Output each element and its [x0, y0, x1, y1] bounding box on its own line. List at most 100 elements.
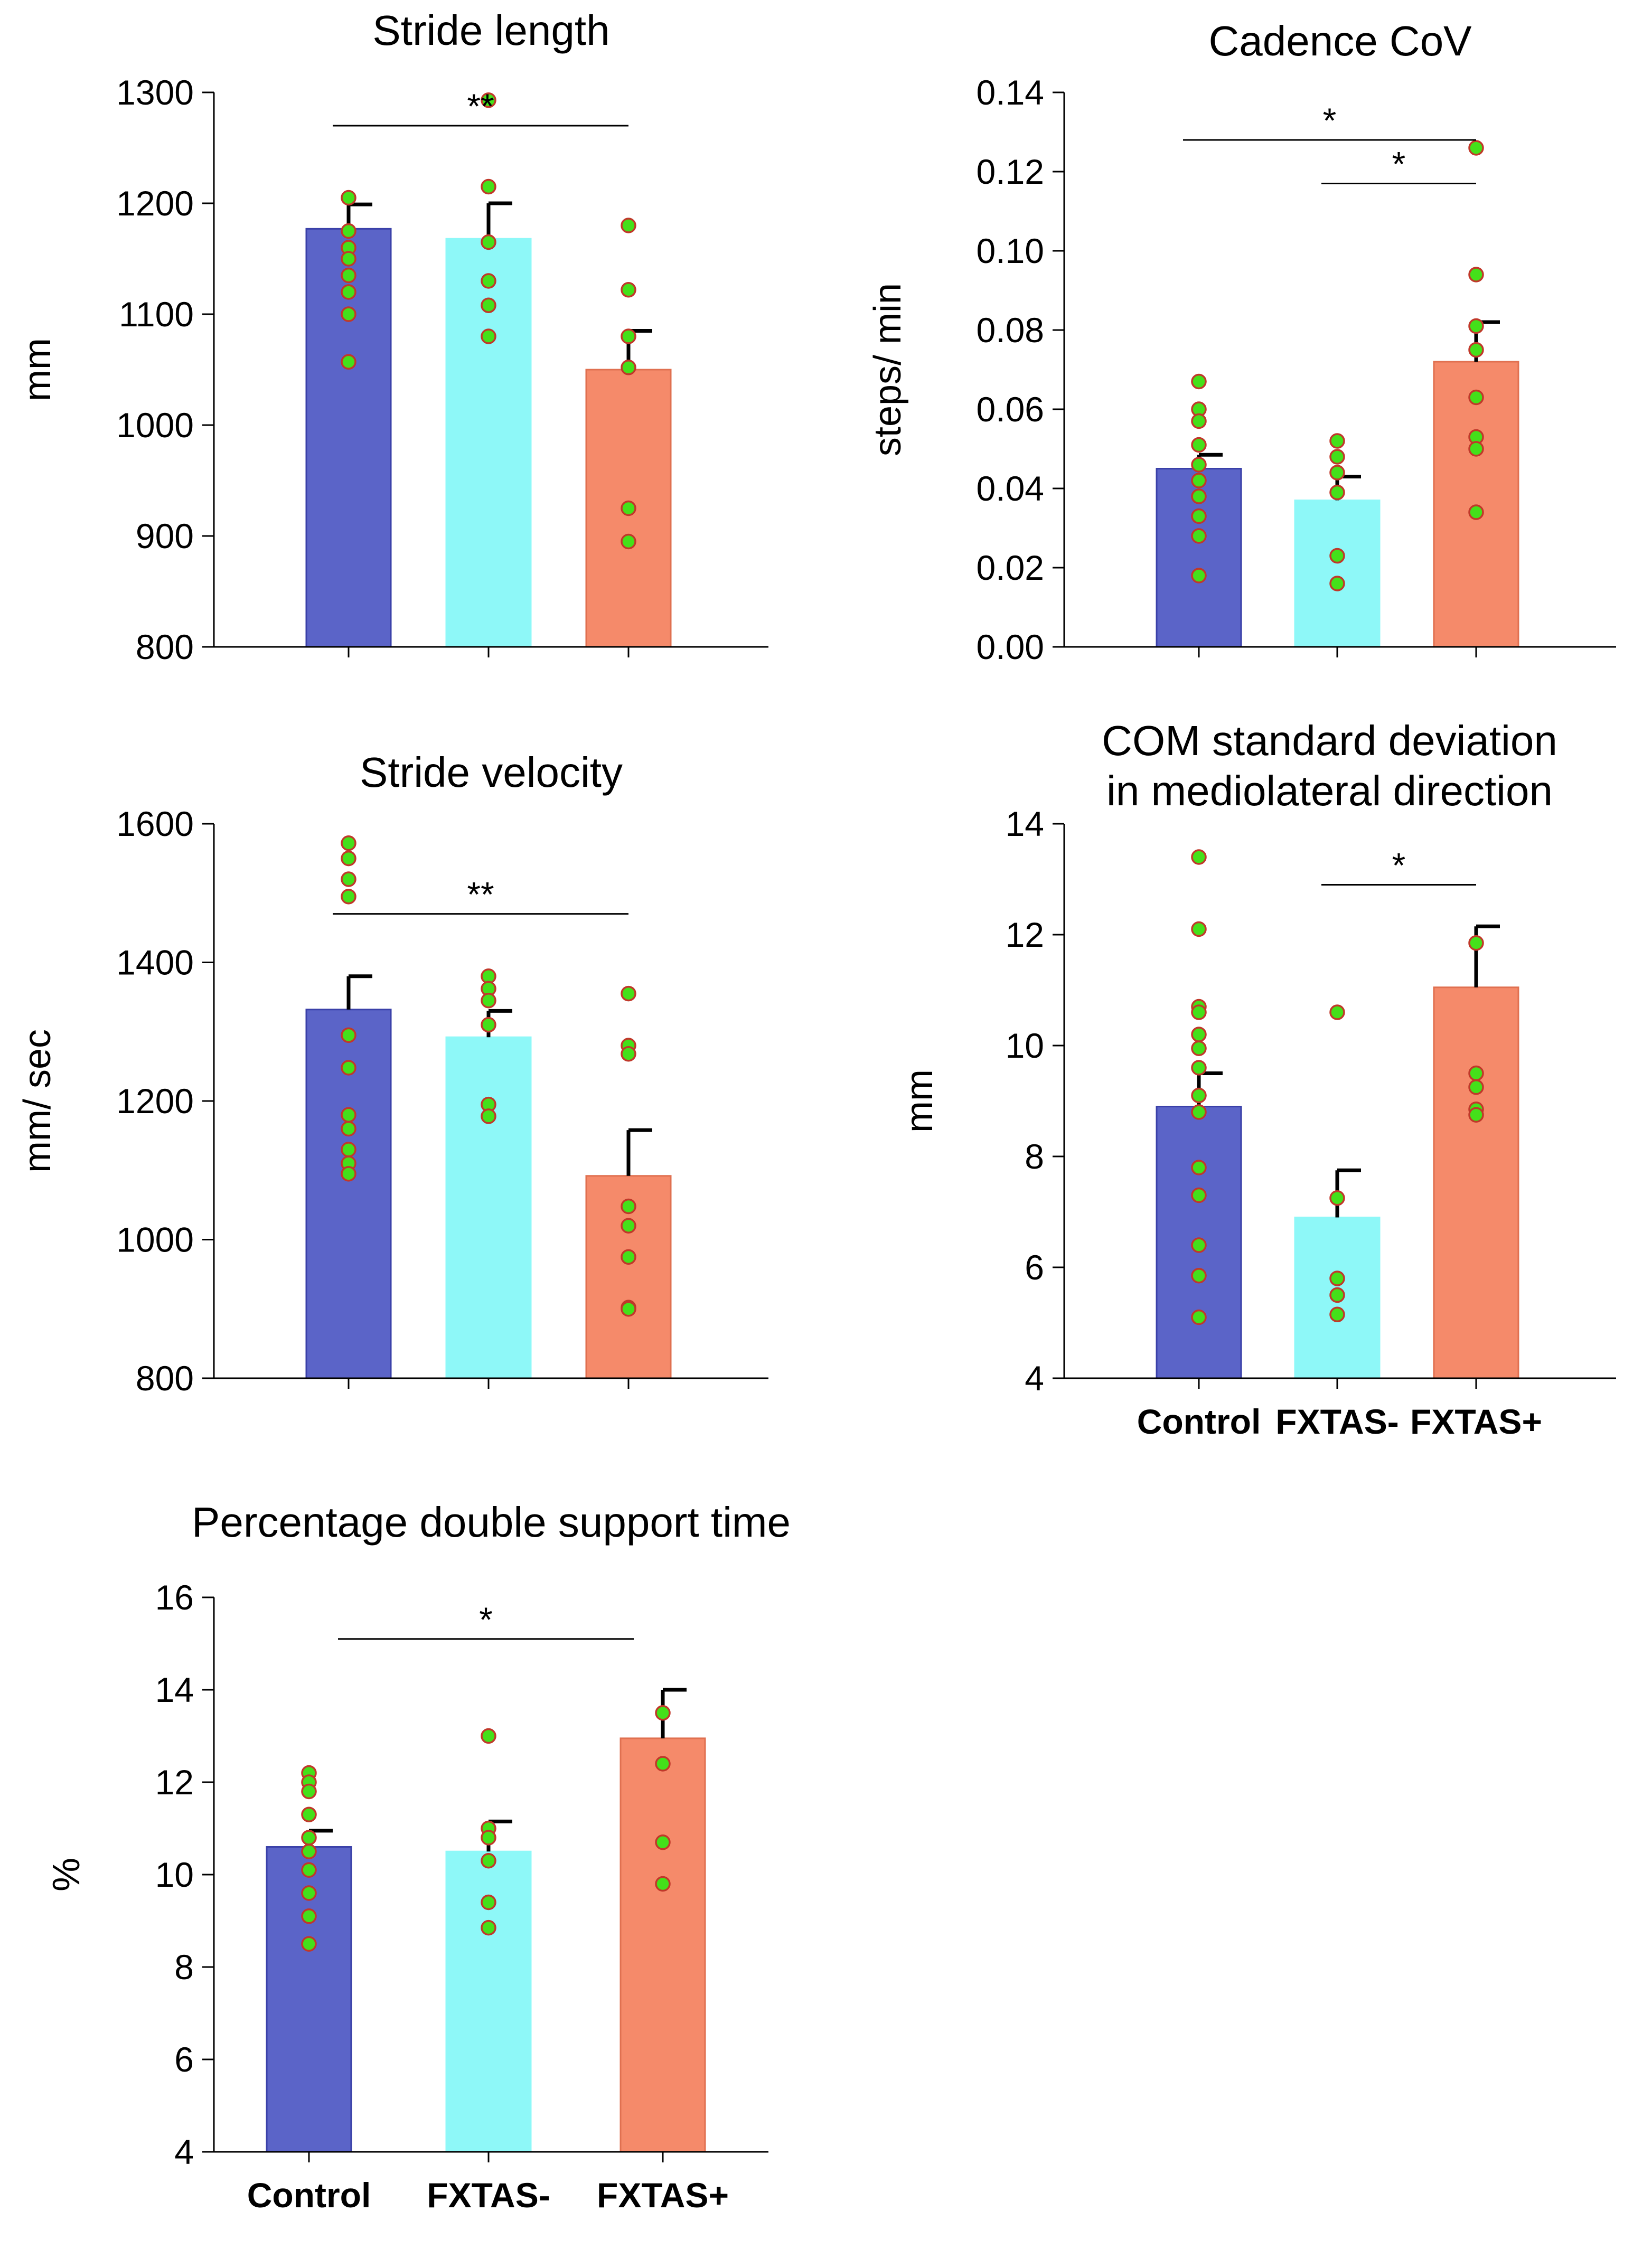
- data-point: [1468, 504, 1484, 520]
- y-tick-label: 1200: [116, 184, 194, 223]
- data-point: [1191, 1087, 1207, 1104]
- data-point: [1191, 437, 1207, 453]
- data-point: [1468, 140, 1484, 156]
- data-point: [1191, 488, 1207, 504]
- y-tick-label: 8: [174, 1947, 194, 1987]
- data-point: [1191, 473, 1207, 488]
- data-point: [341, 1142, 356, 1158]
- data-point: [1191, 849, 1207, 865]
- data-point: [1329, 1271, 1345, 1286]
- data-point: [481, 1894, 496, 1911]
- data-point: [301, 1885, 317, 1901]
- y-tick-label: 800: [136, 1359, 194, 1398]
- data-point: [1468, 318, 1484, 334]
- data-point: [1468, 1079, 1484, 1095]
- bar-fxtas+: [620, 1737, 706, 2153]
- y-axis-label: mm: [16, 338, 59, 401]
- data-point: [481, 1830, 496, 1846]
- y-tick-label: 1600: [116, 804, 194, 843]
- data-point: [481, 992, 496, 1009]
- data-point: [301, 1830, 317, 1846]
- data-point: [1191, 921, 1207, 937]
- data-point: [1329, 548, 1345, 564]
- significance-label: *: [1392, 145, 1406, 184]
- data-point: [301, 1908, 317, 1924]
- data-point: [1191, 508, 1207, 524]
- data-point: [621, 533, 636, 550]
- data-point: [1329, 484, 1345, 501]
- data-point: [621, 328, 636, 344]
- chart-panel-1: Stride length 800 900 1000 1100 1200 1300 mm **: [16, 7, 768, 666]
- data-point: [341, 251, 356, 267]
- y-tick-label: 14: [1006, 804, 1044, 843]
- y-tick-label: 800: [136, 627, 194, 666]
- data-point: [341, 306, 356, 322]
- significance-label: *: [1392, 846, 1406, 885]
- data-point: [341, 835, 356, 851]
- data-point: [1191, 528, 1207, 544]
- data-point: [341, 1027, 356, 1043]
- x-tick-label: FXTAS-: [1275, 1402, 1398, 1441]
- y-tick-label: 10: [155, 1855, 194, 1894]
- data-point: [1329, 465, 1345, 481]
- data-point: [481, 297, 496, 313]
- data-point: [621, 985, 636, 1002]
- data-point: [621, 1301, 636, 1317]
- data-point: [1191, 1268, 1207, 1284]
- data-point: [341, 889, 356, 905]
- chart-title: Stride length: [372, 7, 609, 54]
- y-axis-label: mm: [898, 1069, 941, 1133]
- data-point: [481, 328, 496, 344]
- y-tick-label: 0.08: [977, 310, 1044, 350]
- data-point: [1191, 1237, 1207, 1253]
- x-tick-label: Control: [247, 2176, 371, 2215]
- chart-title: COM standard deviation: [1102, 717, 1557, 764]
- data-point: [621, 1249, 636, 1265]
- y-tick-label: 8: [1025, 1137, 1044, 1176]
- chart-title: Cadence CoV: [1208, 17, 1472, 64]
- data-point: [341, 1107, 356, 1123]
- data-point: [301, 1783, 317, 1800]
- y-axis-label: steps/ min: [867, 283, 909, 456]
- data-point: [1191, 1187, 1207, 1203]
- bar-fxtas-: [445, 1036, 532, 1379]
- chart-title: Stride velocity: [360, 749, 623, 796]
- y-tick-label: 6: [1025, 1248, 1044, 1287]
- data-point: [1191, 1040, 1207, 1056]
- data-point: [655, 1705, 671, 1721]
- y-tick-label: 1300: [116, 73, 194, 112]
- significance-label: **: [467, 87, 494, 126]
- data-point: [621, 282, 636, 298]
- data-point: [341, 190, 356, 206]
- data-point: [1191, 413, 1207, 429]
- data-point: [301, 1806, 317, 1822]
- data-point: [481, 234, 496, 250]
- x-tick-label: Control: [1137, 1402, 1261, 1441]
- bar-fxtas+: [1433, 361, 1519, 648]
- y-tick-label: 16: [155, 1578, 194, 1617]
- x-tick-label: FXTAS+: [1410, 1402, 1542, 1441]
- data-point: [1191, 1160, 1207, 1175]
- data-point: [655, 1756, 671, 1772]
- y-tick-label: 12: [1006, 915, 1044, 954]
- chart-panel-5: Percentage double support time 4 6 8 10 12 14 1…: [45, 1499, 791, 2215]
- data-point: [1191, 1309, 1207, 1325]
- data-point: [1329, 1004, 1345, 1020]
- data-point: [341, 267, 356, 284]
- y-tick-label: 0.02: [977, 548, 1044, 587]
- y-tick-label: 1000: [116, 1220, 194, 1259]
- x-tick-label: FXTAS-: [427, 2176, 550, 2215]
- significance-label: **: [467, 875, 494, 914]
- data-point: [655, 1834, 671, 1850]
- y-tick-label: 0.06: [977, 390, 1044, 429]
- data-point: [621, 1198, 636, 1215]
- y-tick-label: 14: [155, 1670, 194, 1709]
- y-axis-label: %: [45, 1858, 88, 1892]
- data-point: [341, 354, 356, 370]
- y-tick-label: 6: [174, 2040, 194, 2079]
- bar-fxtas-: [1294, 500, 1381, 648]
- data-point: [1191, 1004, 1207, 1020]
- y-tick-label: 0.14: [977, 73, 1044, 112]
- data-point: [1468, 1065, 1484, 1081]
